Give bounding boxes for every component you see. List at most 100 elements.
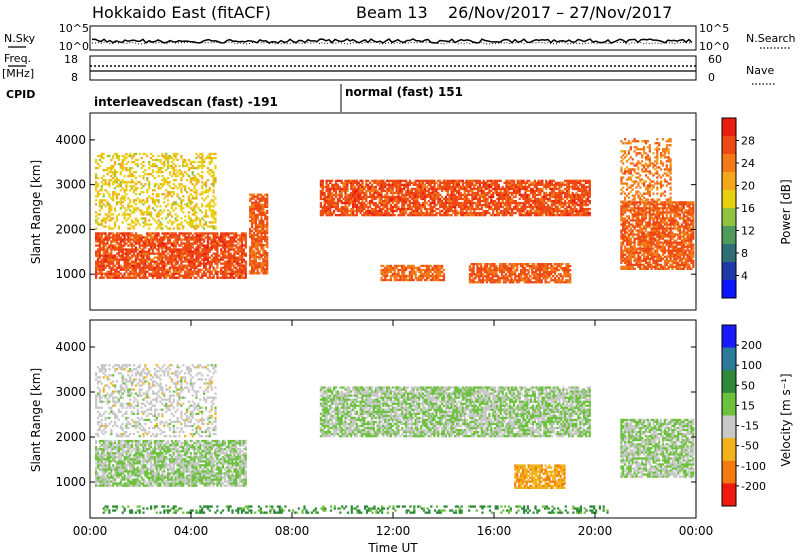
heatmap-cell	[408, 207, 411, 211]
heatmap-cell	[195, 260, 198, 263]
heatmap-cell	[140, 254, 143, 257]
heatmap-cell	[391, 197, 394, 201]
heatmap-cell	[119, 171, 122, 174]
heatmap-cell	[365, 205, 368, 209]
heatmap-cell	[473, 197, 476, 201]
heatmap-cell	[115, 274, 119, 277]
heatmap-cell	[361, 207, 364, 211]
heatmap-cell	[401, 264, 404, 268]
heatmap-cell	[240, 234, 244, 237]
heatmap-cell	[167, 195, 170, 198]
heatmap-cell	[249, 205, 252, 208]
heatmap-cell	[463, 201, 466, 205]
heatmap-cell	[543, 193, 546, 197]
heatmap-cell	[420, 191, 423, 195]
heatmap-cell	[163, 254, 166, 257]
heatmap-cell	[174, 152, 177, 156]
heatmap-cell	[382, 183, 385, 186]
heatmap-cell	[155, 213, 158, 216]
heatmap-cell	[110, 232, 113, 235]
heatmap-cell	[530, 203, 533, 207]
heatmap-cell	[406, 266, 410, 270]
heatmap-cell	[197, 238, 200, 241]
heatmap-cell	[528, 197, 531, 201]
heatmap-cell	[132, 175, 136, 178]
heatmap-cell	[505, 209, 508, 213]
heatmap-cell	[459, 207, 463, 211]
heatmap-cell	[168, 191, 172, 194]
heatmap-cell	[418, 205, 421, 209]
heatmap-cell	[155, 171, 158, 174]
heatmap-cell	[480, 193, 483, 197]
heatmap-cell	[98, 209, 101, 212]
heatmap-cell	[251, 266, 254, 269]
heatmap-cell	[548, 205, 552, 209]
heatmap-cell	[522, 205, 525, 209]
heatmap-cell	[155, 276, 158, 279]
heatmap-cell	[108, 195, 111, 198]
heatmap-cell	[416, 203, 419, 207]
heatmap-cell	[380, 207, 383, 211]
heatmap-cell	[370, 193, 374, 197]
heatmap-cell	[475, 205, 478, 209]
heatmap-cell	[418, 203, 421, 207]
heatmap-cell	[497, 183, 500, 186]
heatmap-cell	[146, 260, 149, 263]
heatmap-cell	[433, 276, 436, 280]
heatmap-cell	[547, 185, 550, 189]
heatmap-cell	[329, 195, 332, 199]
heatmap-cell	[184, 246, 187, 249]
heatmap-cell	[353, 214, 357, 217]
heatmap-cell	[520, 185, 523, 189]
heatmap-cell	[352, 211, 355, 215]
heatmap-cell	[178, 173, 181, 176]
heatmap-cell	[571, 203, 574, 207]
heatmap-cell	[338, 214, 341, 217]
heatmap-cell	[569, 181, 572, 184]
heatmap-cell	[393, 205, 396, 209]
heatmap-cell	[448, 187, 451, 191]
heatmap-cell	[435, 272, 438, 276]
heatmap-cell	[189, 256, 192, 259]
heatmap-cell	[159, 276, 162, 279]
heatmap-cell	[446, 207, 449, 211]
heatmap-cell	[422, 264, 425, 268]
heatmap-cell	[406, 193, 410, 197]
heatmap-cell	[244, 260, 247, 263]
heatmap-cell	[161, 175, 164, 178]
heatmap-cell	[342, 197, 345, 201]
heatmap-cell	[115, 234, 119, 237]
heatmap-cell	[344, 189, 347, 193]
heatmap-cell	[422, 201, 425, 205]
heatmap-cell	[110, 217, 113, 220]
heatmap-cell	[448, 179, 451, 182]
heatmap-cell	[155, 270, 158, 273]
heatmap-cell	[586, 211, 589, 215]
heatmap-cell	[340, 193, 343, 197]
heatmap-cell	[134, 219, 137, 222]
heatmap-cell	[352, 201, 355, 205]
heatmap-cell	[104, 244, 107, 247]
heatmap-cell	[161, 246, 164, 249]
heatmap-cell	[352, 193, 355, 197]
heatmap-cell	[564, 187, 567, 191]
heatmap-cell	[189, 189, 192, 192]
heatmap-cell	[161, 266, 164, 269]
heatmap-cell	[186, 264, 189, 267]
heatmap-cell	[131, 266, 134, 269]
heatmap-cell	[533, 205, 536, 209]
heatmap-cell	[187, 197, 190, 200]
heatmap-cell	[95, 244, 98, 247]
heatmap-cell	[214, 234, 217, 237]
heatmap-cell	[225, 242, 228, 245]
heatmap-cell	[403, 274, 406, 278]
heatmap-cell	[125, 258, 128, 261]
heatmap-cell	[456, 201, 459, 205]
heatmap-cell	[184, 270, 187, 273]
heatmap-cell	[199, 238, 202, 241]
heatmap-cell	[429, 183, 432, 186]
heatmap-cell	[458, 193, 461, 197]
heatmap-cell	[567, 211, 571, 215]
heatmap-cell	[178, 258, 181, 261]
heatmap-cell	[221, 236, 225, 239]
